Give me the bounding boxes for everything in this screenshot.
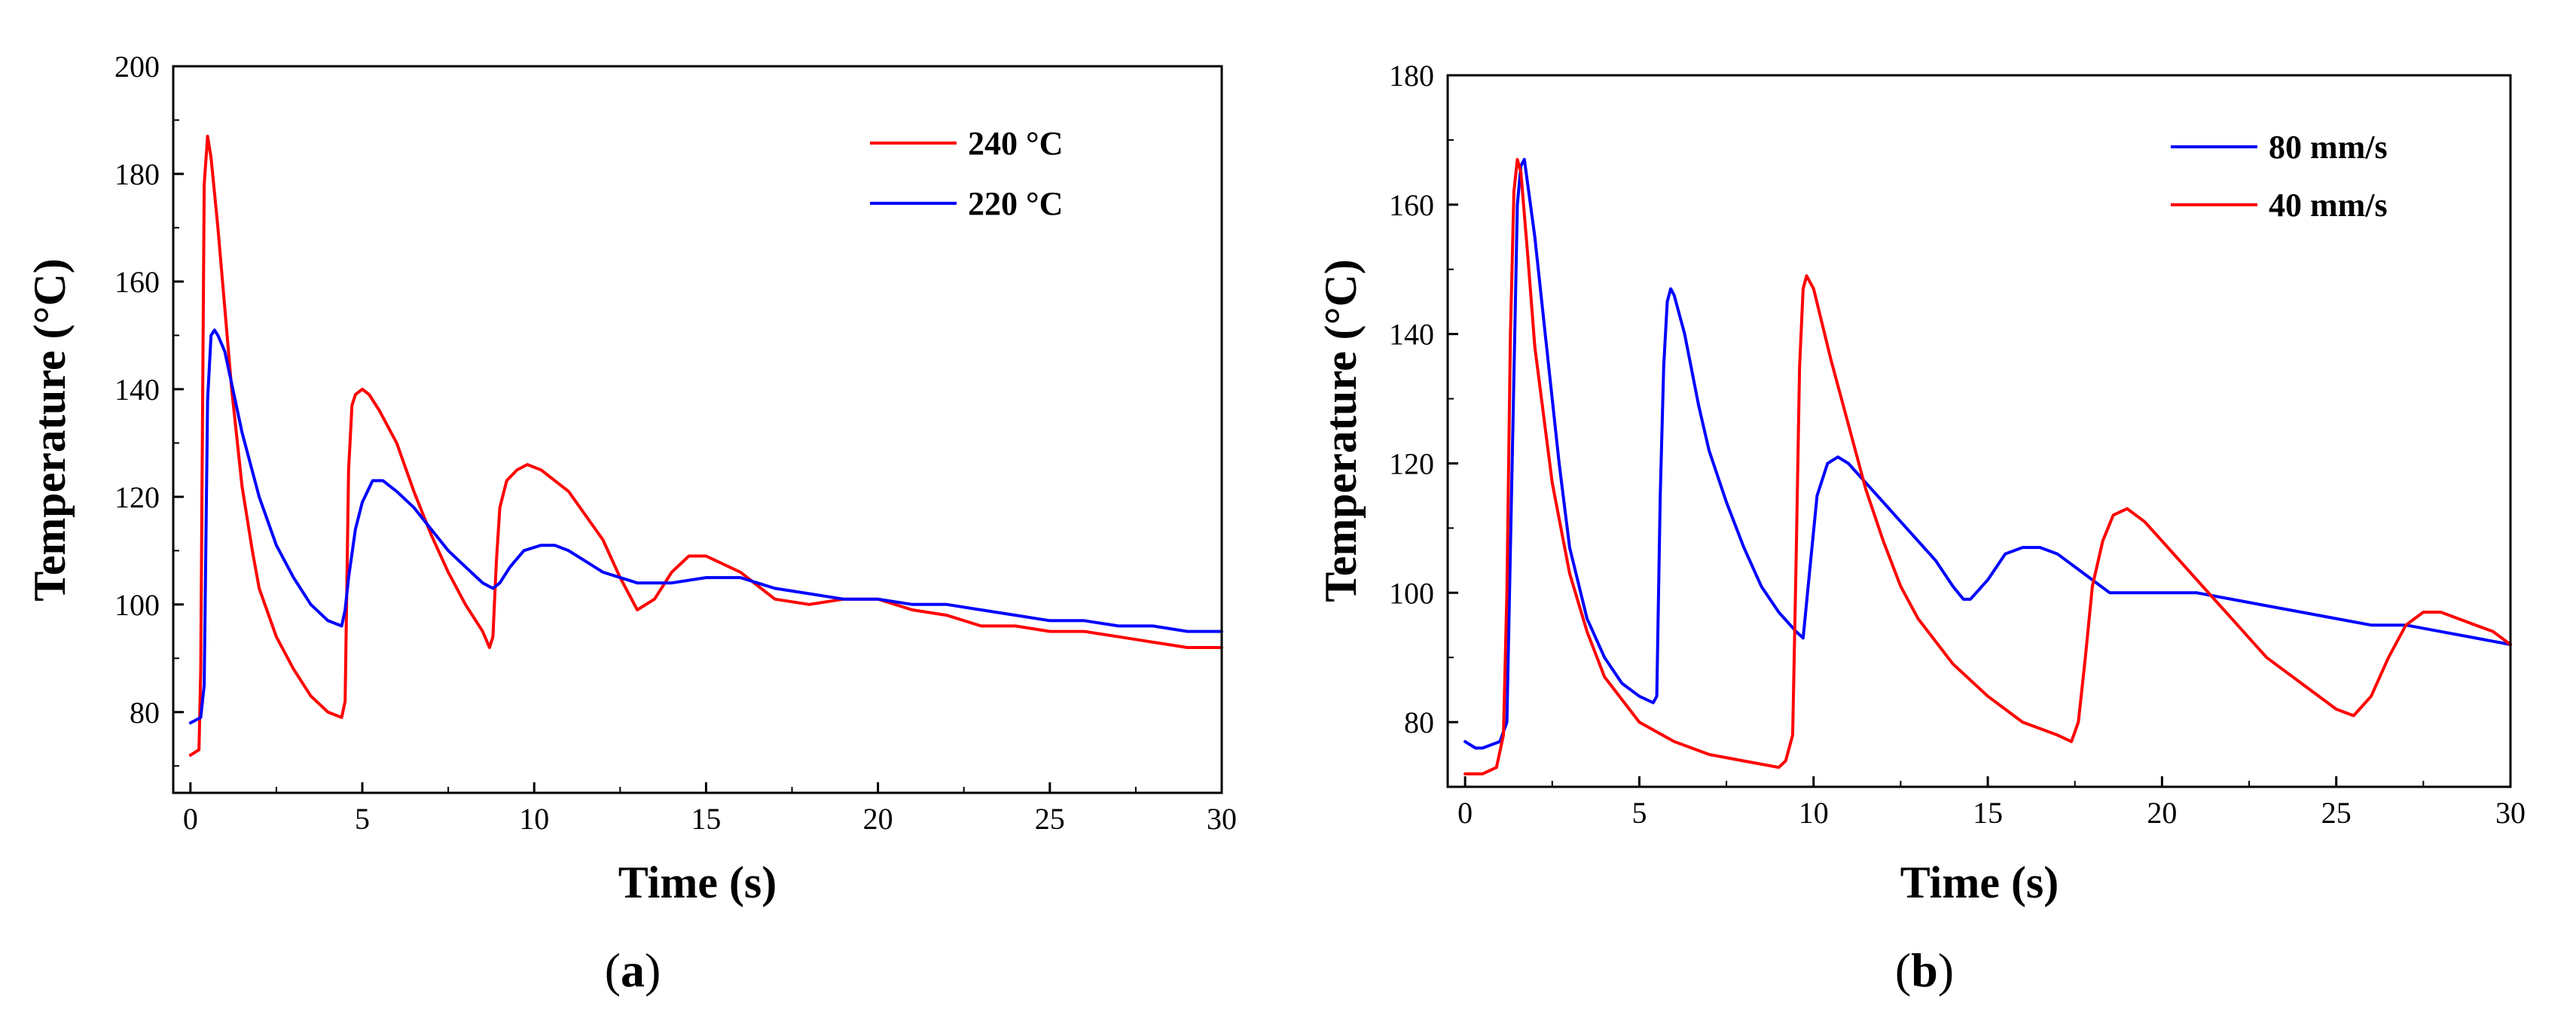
x-tick-label-a-6: 30 (1207, 802, 1237, 836)
x-tick-label-a-5: 25 (1035, 802, 1065, 836)
panel-label-a: (a) (605, 943, 661, 997)
x-tick-label-a-4: 20 (863, 802, 893, 836)
series-line-b-1 (1463, 157, 2512, 776)
plot-frame-b (1446, 74, 2512, 788)
panel-label-b: (b) (1895, 943, 1954, 997)
series-line-a-0 (188, 134, 1223, 757)
y-tick-label-a-1: 100 (114, 588, 160, 622)
panel-letter-a: a (621, 943, 645, 997)
x-tick-label-b-6: 30 (2495, 796, 2526, 830)
y-tick-label-a-0: 80 (130, 696, 160, 730)
x-tick-label-b-3: 15 (1973, 796, 2003, 830)
y-tick-label-b-5: 180 (1389, 59, 1434, 93)
chart-panel-a: 0 5 10 15 20 25 30 80 100 120 140 160 180 200 Time (s… (25, 50, 1237, 997)
y-tick-label-b-4: 160 (1389, 188, 1434, 222)
series-group-b (1463, 157, 2512, 776)
ticks-b: 0 5 10 15 20 25 30 80 100 120 140 160 180 (1389, 59, 2526, 830)
x-tick-label-a-2: 10 (519, 802, 549, 836)
x-tick-label-a-1: 5 (355, 802, 370, 836)
plot-frame-a (172, 65, 1223, 794)
x-tick-label-b-5: 25 (2321, 796, 2352, 830)
x-tick-label-b-4: 20 (2147, 796, 2177, 830)
series-line-b-0 (1463, 157, 2512, 750)
y-tick-label-a-5: 180 (114, 157, 160, 191)
x-tick-label-b-0: 0 (1457, 796, 1473, 830)
series-group-a (188, 134, 1223, 757)
legend-label-b-0: 80 mm/s (2269, 129, 2388, 166)
y-tick-label-b-2: 120 (1389, 446, 1434, 480)
legend-b: 80 mm/s 40 mm/s (2171, 129, 2388, 224)
y-axis-title-a: Temperature (°C) (25, 258, 75, 602)
x-axis-title-b: Time (s) (1900, 858, 2059, 907)
x-tick-label-b-1: 5 (1631, 796, 1647, 830)
y-tick-label-b-3: 140 (1389, 318, 1434, 352)
legend-a: 240 °C 220 °C (870, 125, 1063, 222)
y-tick-label-a-2: 120 (114, 480, 160, 514)
legend-label-a-0: 240 °C (968, 125, 1063, 162)
series-line-a-1 (188, 328, 1223, 725)
chart-panel-b: 0 5 10 15 20 25 30 80 100 120 140 160 180 Time (s) T… (1316, 59, 2526, 997)
y-tick-label-a-6: 200 (114, 50, 160, 84)
y-tick-label-b-0: 80 (1404, 706, 1434, 739)
y-tick-label-b-1: 100 (1389, 576, 1434, 610)
ticks-a: 0 5 10 15 20 25 30 80 100 120 140 160 180 200 (114, 50, 1237, 836)
y-tick-label-a-4: 160 (114, 265, 160, 299)
legend-label-a-1: 220 °C (968, 185, 1063, 222)
y-tick-label-a-3: 140 (114, 373, 160, 407)
x-axis-title-a: Time (s) (618, 858, 777, 907)
y-axis-title-b: Temperature (°C) (1316, 259, 1366, 602)
panel-letter-b: b (1911, 943, 1938, 997)
x-tick-label-a-0: 0 (183, 802, 198, 836)
legend-label-b-1: 40 mm/s (2269, 187, 2388, 224)
x-tick-label-a-3: 15 (691, 802, 721, 836)
x-tick-label-b-2: 10 (1799, 796, 1829, 830)
